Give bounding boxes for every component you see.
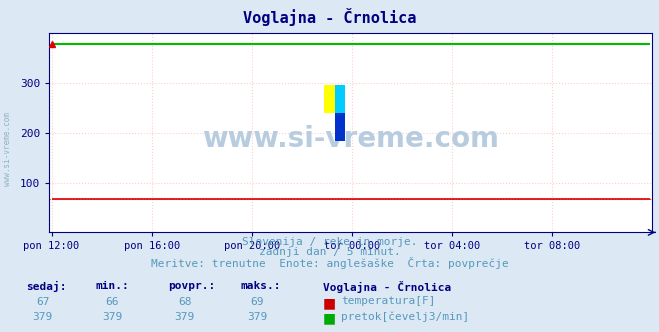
Text: Voglajna - Črnolica: Voglajna - Črnolica [243, 8, 416, 26]
Text: 379: 379 [102, 312, 122, 322]
Text: 379: 379 [33, 312, 53, 322]
Text: Voglajna - Črnolica: Voglajna - Črnolica [323, 281, 451, 292]
Bar [335, 113, 345, 141]
Text: temperatura[F]: temperatura[F] [341, 296, 436, 306]
Text: Slovenija / reke in morje.: Slovenija / reke in morje. [242, 237, 417, 247]
Text: 68: 68 [178, 297, 191, 307]
Bar [335, 85, 345, 113]
Text: povpr.:: povpr.: [168, 281, 215, 290]
Text: maks.:: maks.: [241, 281, 281, 290]
Text: pretok[čevelj3/min]: pretok[čevelj3/min] [341, 311, 470, 322]
Text: min.:: min.: [96, 281, 129, 290]
Text: 379: 379 [175, 312, 194, 322]
Text: 69: 69 [250, 297, 264, 307]
Text: www.si-vreme.com: www.si-vreme.com [3, 113, 13, 186]
Bar [324, 85, 335, 113]
Text: zadnji dan / 5 minut.: zadnji dan / 5 minut. [258, 247, 401, 257]
Text: ■: ■ [323, 296, 336, 310]
Text: sedaj:: sedaj: [26, 281, 67, 291]
Text: 66: 66 [105, 297, 119, 307]
Text: ■: ■ [323, 311, 336, 325]
Text: 379: 379 [247, 312, 267, 322]
Text: www.si-vreme.com: www.si-vreme.com [202, 125, 500, 153]
Text: 67: 67 [36, 297, 49, 307]
Text: Meritve: trenutne  Enote: anglešaške  Črta: povprečje: Meritve: trenutne Enote: anglešaške Črta… [151, 257, 508, 269]
